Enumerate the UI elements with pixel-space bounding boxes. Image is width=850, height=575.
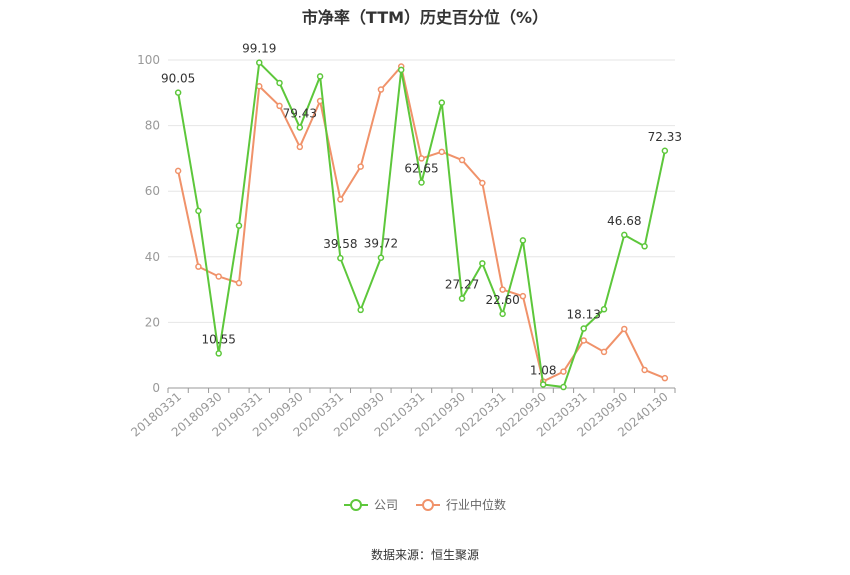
data-point (357, 306, 364, 314)
data-point (195, 263, 202, 270)
data-point (479, 260, 486, 267)
y-tick-label: 40 (145, 250, 160, 264)
data-point (519, 237, 527, 244)
data-point (560, 383, 567, 391)
series-line-0 (177, 61, 666, 389)
y-tick-label: 0 (152, 381, 160, 395)
data-point (296, 124, 304, 131)
data-point (256, 59, 263, 66)
data-point (337, 196, 344, 203)
data-point (641, 366, 648, 374)
data-point (458, 156, 466, 164)
legend-item-industry-median[interactable]: 行业中位数 (416, 496, 506, 513)
data-label: 39.72 (364, 237, 398, 251)
legend-label-company: 公司 (373, 498, 398, 512)
line-chart: 0204060801002018033120180930201903312019… (128, 42, 682, 440)
y-tick-label: 60 (145, 184, 160, 198)
data-point (357, 163, 364, 170)
y-tick-label: 20 (145, 315, 160, 329)
data-point (499, 310, 506, 318)
data-label: 10.55 (202, 332, 236, 346)
data-point (215, 350, 222, 357)
data-point (661, 374, 669, 382)
data-point (296, 143, 304, 151)
data-point (560, 368, 567, 375)
data-label: 72.33 (648, 130, 682, 144)
legend-label-industry-median: 行业中位数 (446, 498, 507, 512)
data-label: 39.58 (323, 237, 357, 251)
legend-swatch-industry-median (416, 498, 440, 511)
data-point (580, 325, 587, 332)
data-point (215, 273, 222, 280)
axes: 0204060801002018033120180930201903312019… (128, 53, 676, 440)
data-point (519, 292, 527, 300)
y-tick-label: 100 (137, 53, 160, 67)
series-line-1 (177, 65, 666, 383)
data-point (316, 73, 324, 80)
data-point (276, 102, 283, 110)
y-tick-label: 80 (145, 119, 160, 133)
data-point (600, 348, 608, 356)
legend: 公司 行业中位数 (0, 496, 850, 513)
chart-title: 市净率（TTM）历史百分位（%） (301, 8, 549, 27)
series (174, 59, 669, 391)
data-point (377, 86, 385, 93)
data-point (397, 66, 405, 74)
data-point (580, 337, 587, 344)
data-point (661, 147, 669, 155)
data-point (438, 99, 446, 106)
data-point (195, 207, 202, 215)
data-label: 62.65 (404, 162, 438, 176)
data-point (641, 243, 648, 250)
data-label: 18.13 (567, 308, 601, 322)
data-point (174, 167, 182, 175)
data-point (418, 155, 425, 162)
data-point (337, 254, 344, 262)
data-point (479, 179, 486, 187)
data-label: 99.19 (242, 42, 276, 56)
data-label: 27.27 (445, 278, 479, 292)
data-point (621, 325, 628, 333)
data-label: 90.05 (161, 72, 195, 86)
data-label: 79.43 (283, 106, 317, 120)
data-label: 46.68 (607, 214, 641, 228)
data-point (235, 279, 243, 287)
legend-item-company[interactable]: 公司 (343, 496, 398, 513)
legend-swatch-company (343, 498, 368, 511)
data-point (418, 179, 425, 186)
data-point (438, 148, 446, 156)
data-labels: 90.05 10.55 99.19 79.43 39.58 39.72 62.65 27.27… (161, 42, 682, 378)
data-point (499, 286, 506, 293)
data-point (235, 222, 243, 229)
data-point (621, 231, 628, 239)
data-point (174, 89, 182, 96)
data-point (600, 306, 608, 313)
data-point (377, 254, 385, 261)
data-source: 数据来源：恒生聚源 (370, 548, 479, 562)
data-point (539, 381, 547, 388)
data-point (458, 295, 466, 302)
data-point (276, 79, 283, 87)
data-label: 1.08 (530, 363, 557, 377)
data-label: 22.60 (485, 293, 519, 307)
